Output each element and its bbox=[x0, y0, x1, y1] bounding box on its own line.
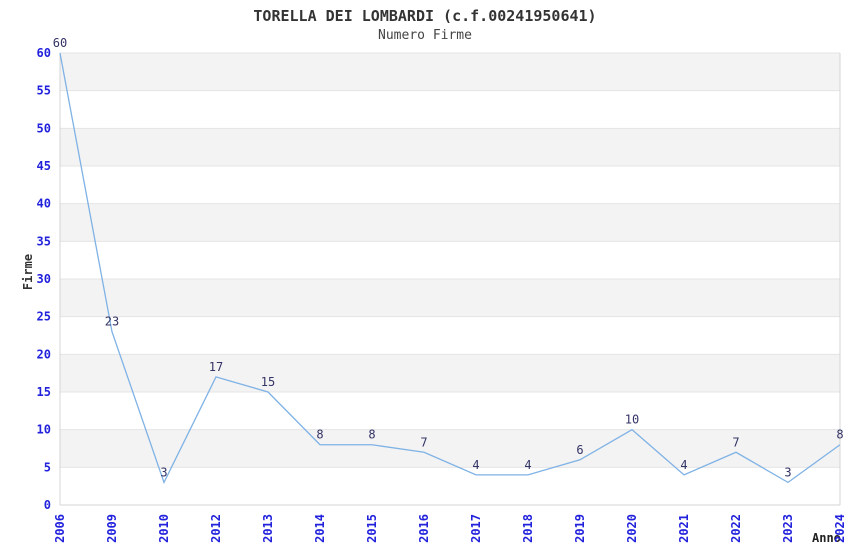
y-tick-label: 55 bbox=[37, 84, 51, 98]
y-tick-label: 10 bbox=[37, 423, 51, 437]
y-tick-label: 30 bbox=[37, 272, 51, 286]
plot-band bbox=[60, 316, 840, 355]
x-tick-label: 2006 bbox=[53, 514, 67, 543]
data-point-label: 8 bbox=[836, 428, 843, 442]
y-tick-label: 0 bbox=[44, 498, 51, 512]
plot-band bbox=[60, 241, 840, 279]
data-point-label: 3 bbox=[160, 465, 167, 479]
data-point-label: 3 bbox=[784, 465, 791, 479]
x-tick-label: 2019 bbox=[573, 514, 587, 543]
plot-band bbox=[60, 53, 840, 91]
y-tick-label: 25 bbox=[37, 310, 51, 324]
plot-band bbox=[60, 166, 840, 204]
x-tick-label: 2023 bbox=[781, 514, 795, 543]
x-tick-label: 2016 bbox=[417, 514, 431, 543]
chart-title: TORELLA DEI LOMBARDI (c.f.00241950641) bbox=[253, 7, 597, 25]
x-tick-label: 2017 bbox=[469, 514, 483, 543]
x-tick-label: 2015 bbox=[365, 514, 379, 543]
x-tick-label: 2012 bbox=[209, 514, 223, 543]
y-tick-label: 5 bbox=[44, 460, 51, 474]
data-point-label: 7 bbox=[420, 435, 427, 449]
data-point-label: 4 bbox=[472, 458, 479, 472]
x-tick-label: 2010 bbox=[157, 514, 171, 543]
plot-band bbox=[60, 90, 840, 129]
data-point-label: 4 bbox=[524, 458, 531, 472]
chart-subtitle: Numero Firme bbox=[378, 28, 472, 43]
data-point-label: 7 bbox=[732, 435, 739, 449]
data-point-label: 17 bbox=[209, 360, 223, 374]
x-axis-title: Anno bbox=[812, 531, 841, 545]
plot-band bbox=[60, 279, 840, 317]
y-tick-label: 35 bbox=[37, 234, 51, 248]
x-tick-label: 2013 bbox=[261, 514, 275, 543]
data-point-label: 60 bbox=[53, 36, 67, 50]
x-tick-label: 2021 bbox=[677, 514, 691, 543]
x-tick-label: 2020 bbox=[625, 514, 639, 543]
y-tick-label: 20 bbox=[37, 347, 51, 361]
y-tick-label: 60 bbox=[37, 46, 51, 60]
plot-band bbox=[60, 392, 840, 430]
x-tick-label: 2018 bbox=[521, 514, 535, 543]
data-point-label: 15 bbox=[261, 375, 275, 389]
plot-band bbox=[60, 429, 840, 468]
data-point-label: 10 bbox=[625, 413, 639, 427]
plot-band bbox=[60, 467, 840, 505]
x-tick-label: 2009 bbox=[105, 514, 119, 543]
data-point-label: 6 bbox=[576, 443, 583, 457]
plot-band bbox=[60, 354, 840, 392]
plot-band bbox=[60, 203, 840, 242]
y-tick-label: 15 bbox=[37, 385, 51, 399]
data-point-label: 8 bbox=[316, 428, 323, 442]
y-tick-label: 50 bbox=[37, 121, 51, 135]
plot-band bbox=[60, 128, 840, 166]
x-tick-label: 2024 bbox=[833, 514, 847, 543]
data-point-label: 8 bbox=[368, 428, 375, 442]
x-tick-label: 2022 bbox=[729, 514, 743, 543]
y-tick-label: 40 bbox=[37, 197, 51, 211]
data-point-label: 23 bbox=[105, 315, 119, 329]
x-tick-label: 2014 bbox=[313, 514, 327, 543]
data-point-label: 4 bbox=[680, 458, 687, 472]
data-line bbox=[59, 52, 841, 485]
y-tick-label: 45 bbox=[37, 159, 51, 173]
